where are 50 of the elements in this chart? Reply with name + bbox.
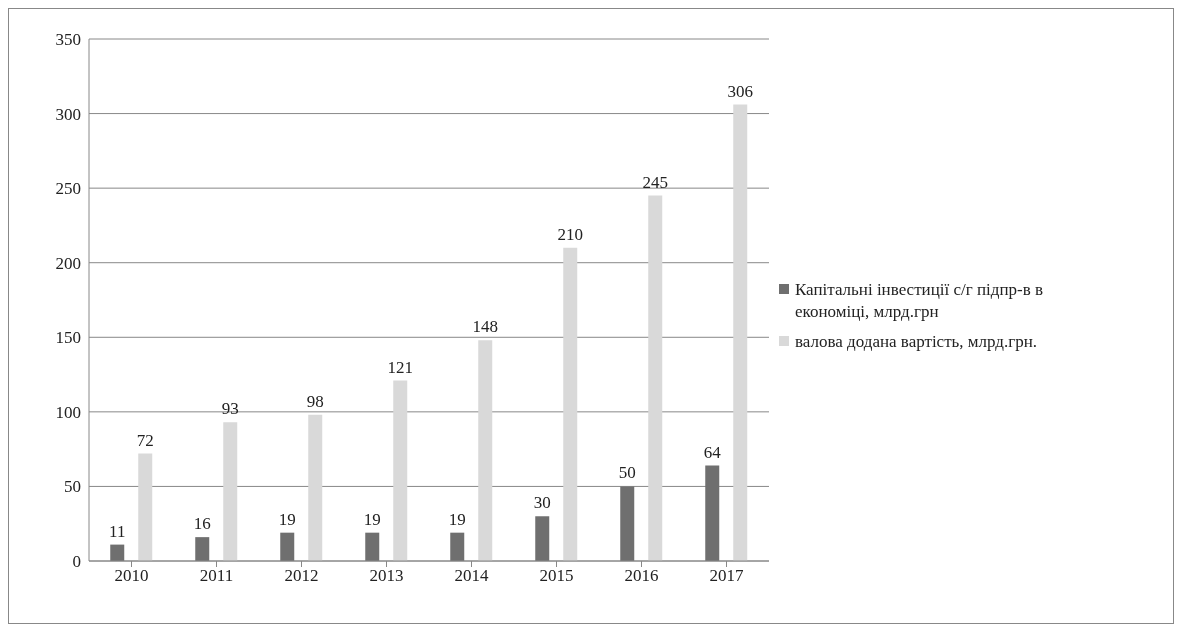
bar — [563, 247, 578, 561]
data-label: 93 — [221, 399, 239, 419]
data-label: 19 — [363, 509, 381, 529]
data-label: 19 — [278, 509, 296, 529]
legend-label: Капітальні інвестиції с/г підпр-в в економіці, млрд.грн — [795, 279, 1044, 323]
data-label: 64 — [703, 442, 722, 462]
data-label: 16 — [193, 514, 211, 534]
data-label: 245 — [642, 172, 668, 192]
bar — [393, 380, 408, 561]
y-tick-label: 250 — [55, 179, 81, 199]
bar — [195, 537, 210, 561]
x-tick-label: 2017 — [709, 566, 744, 586]
y-tick-label: 200 — [55, 253, 81, 273]
x-tick-label: 2014 — [454, 566, 489, 586]
x-tick-label: 2012 — [284, 566, 319, 586]
data-label: 306 — [727, 81, 753, 101]
bar — [620, 486, 635, 561]
x-tick-label: 2015 — [539, 566, 574, 586]
data-label: 11 — [109, 521, 126, 541]
data-label: 72 — [136, 430, 154, 450]
data-label: 148 — [472, 317, 498, 337]
bar — [223, 422, 238, 561]
y-tick-label: 350 — [55, 30, 81, 50]
bar — [478, 340, 493, 561]
y-tick-label: 0 — [72, 552, 81, 572]
legend-label: валова додана вартість, млрд.грн. — [795, 331, 1038, 353]
bar — [365, 532, 380, 561]
bar — [450, 532, 465, 561]
data-label: 30 — [533, 493, 551, 513]
y-tick-label: 100 — [55, 402, 81, 422]
data-label: 50 — [618, 463, 636, 483]
x-tick-label: 2010 — [114, 566, 149, 586]
y-tick-label: 150 — [55, 328, 81, 348]
bar — [705, 465, 720, 561]
data-label: 98 — [306, 391, 324, 411]
y-tick-label: 300 — [55, 104, 81, 124]
bar — [280, 532, 295, 561]
bar — [110, 544, 125, 561]
bar — [138, 453, 153, 561]
bar — [308, 414, 323, 561]
bar — [733, 104, 748, 561]
y-tick-label: 50 — [64, 477, 81, 497]
x-tick-label: 2011 — [199, 566, 234, 586]
x-tick-label: 2013 — [369, 566, 404, 586]
data-label: 210 — [557, 224, 583, 244]
data-label: 19 — [448, 509, 466, 529]
bar — [535, 516, 550, 561]
data-label: 121 — [387, 357, 413, 377]
x-tick-label: 2016 — [624, 566, 659, 586]
bar — [648, 195, 663, 561]
